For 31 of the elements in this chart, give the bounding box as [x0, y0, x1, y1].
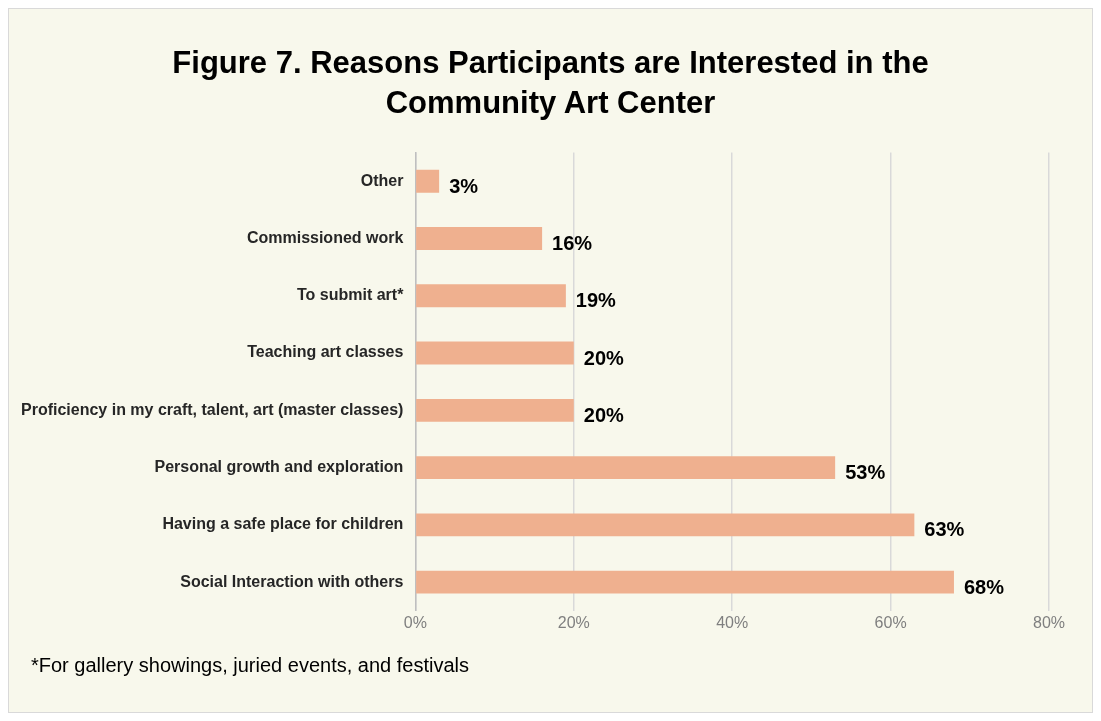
- x-tick-label: 40%: [716, 613, 749, 631]
- data-label: 19%: [575, 289, 617, 312]
- data-label: 53%: [845, 461, 886, 484]
- data-label: 16%: [552, 232, 593, 255]
- y-tick-label: Having a safe place for children: [162, 515, 404, 533]
- y-tick-label: Other: [360, 171, 404, 189]
- chart-title: Figure 7. Reasons Participants are Interested in the Community Art Center: [171, 44, 930, 122]
- text: *For gallery showings, juried events, and festivals: [31, 654, 469, 677]
- data-label: 20%: [583, 346, 625, 369]
- y-tick-label: Teaching art classes: [247, 343, 404, 361]
- y-tick-label: Social Interaction with others: [180, 572, 404, 590]
- x-tick-label: 0%: [403, 613, 427, 631]
- y-tick-label: Personal growth and exploration: [154, 458, 404, 476]
- data-label: 3%: [449, 174, 479, 197]
- data-label: 20%: [583, 403, 625, 426]
- x-tick-label: 20%: [557, 613, 590, 631]
- bar: [416, 227, 543, 250]
- bar: [416, 341, 574, 365]
- data-label: 68%: [963, 575, 1005, 598]
- bar: [416, 284, 566, 308]
- bar: [416, 570, 954, 594]
- x-tick-label: 80%: [1032, 613, 1066, 631]
- bar: [416, 456, 836, 480]
- bar: [416, 169, 440, 193]
- data-label: 63%: [924, 518, 965, 541]
- bar: [416, 398, 574, 422]
- x-tick-label: 60%: [874, 613, 907, 631]
- bar: [416, 513, 915, 537]
- y-tick-label: Commissioned work: [246, 228, 404, 246]
- y-tick-label: To submit art*: [297, 286, 405, 304]
- y-tick-label: Proficiency in my craft, talent, art (master classes): [20, 400, 404, 418]
